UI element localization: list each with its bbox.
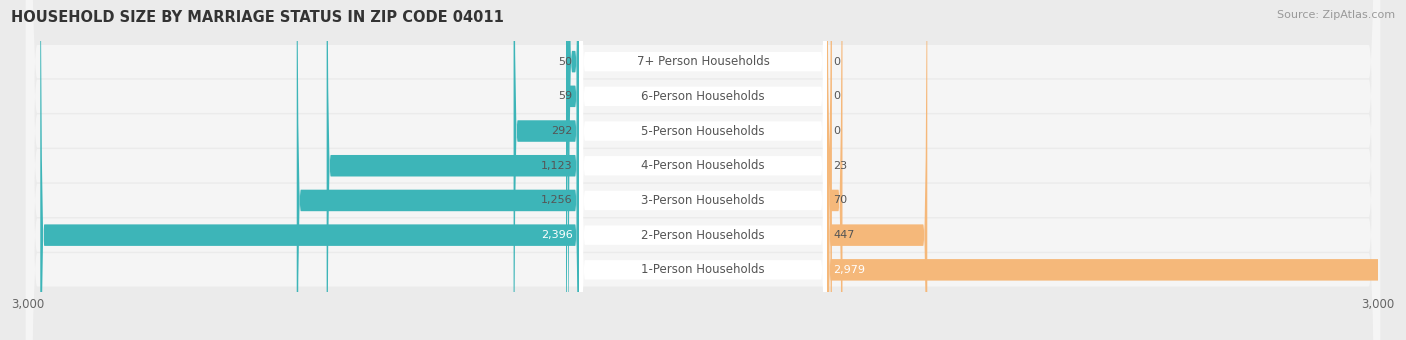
FancyBboxPatch shape — [25, 0, 1381, 340]
Text: 1,123: 1,123 — [541, 161, 572, 171]
Text: 7+ Person Households: 7+ Person Households — [637, 55, 769, 68]
Text: 2,979: 2,979 — [834, 265, 866, 275]
FancyBboxPatch shape — [579, 0, 827, 340]
Text: 5-Person Households: 5-Person Households — [641, 124, 765, 137]
Text: 0: 0 — [834, 57, 841, 67]
FancyBboxPatch shape — [827, 0, 928, 340]
Text: 6-Person Households: 6-Person Households — [641, 90, 765, 103]
Text: 292: 292 — [551, 126, 572, 136]
Text: 70: 70 — [834, 195, 848, 205]
Text: 447: 447 — [834, 230, 855, 240]
FancyBboxPatch shape — [25, 0, 1381, 340]
FancyBboxPatch shape — [25, 0, 1381, 340]
FancyBboxPatch shape — [567, 0, 579, 340]
FancyBboxPatch shape — [579, 0, 827, 340]
Text: 59: 59 — [558, 91, 572, 101]
FancyBboxPatch shape — [297, 0, 579, 340]
FancyBboxPatch shape — [25, 0, 1381, 340]
FancyBboxPatch shape — [326, 0, 579, 340]
Text: Source: ZipAtlas.com: Source: ZipAtlas.com — [1277, 10, 1395, 20]
Text: 1,256: 1,256 — [541, 195, 572, 205]
FancyBboxPatch shape — [579, 0, 827, 340]
FancyBboxPatch shape — [579, 0, 827, 340]
FancyBboxPatch shape — [25, 0, 1381, 340]
FancyBboxPatch shape — [513, 0, 579, 340]
Text: 1-Person Households: 1-Person Households — [641, 264, 765, 276]
FancyBboxPatch shape — [25, 0, 1381, 340]
FancyBboxPatch shape — [579, 0, 827, 340]
FancyBboxPatch shape — [568, 0, 579, 340]
FancyBboxPatch shape — [41, 0, 579, 340]
Text: 23: 23 — [834, 161, 848, 171]
Text: HOUSEHOLD SIZE BY MARRIAGE STATUS IN ZIP CODE 04011: HOUSEHOLD SIZE BY MARRIAGE STATUS IN ZIP… — [11, 10, 505, 25]
Text: 0: 0 — [834, 91, 841, 101]
FancyBboxPatch shape — [579, 0, 827, 340]
FancyBboxPatch shape — [827, 0, 832, 340]
FancyBboxPatch shape — [827, 0, 1406, 340]
Text: 0: 0 — [834, 126, 841, 136]
Text: 2,396: 2,396 — [541, 230, 572, 240]
FancyBboxPatch shape — [827, 0, 842, 340]
Text: 50: 50 — [558, 57, 572, 67]
FancyBboxPatch shape — [25, 0, 1381, 340]
FancyBboxPatch shape — [579, 0, 827, 340]
Text: 3-Person Households: 3-Person Households — [641, 194, 765, 207]
Text: 2-Person Households: 2-Person Households — [641, 228, 765, 242]
Text: 4-Person Households: 4-Person Households — [641, 159, 765, 172]
